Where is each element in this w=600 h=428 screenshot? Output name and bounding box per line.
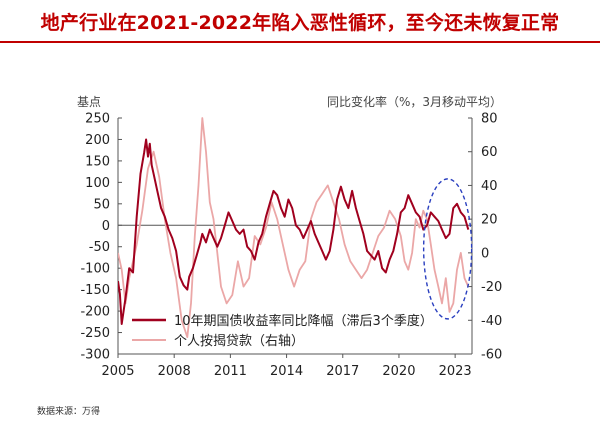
left-axis-label: 基点	[77, 95, 102, 109]
highlight-ellipse	[422, 178, 473, 320]
chart: 250200150100500-50-100-150-200-250-30080…	[80, 112, 502, 380]
left-tick-label: -300	[80, 348, 110, 363]
right-tick-label: 0	[481, 246, 489, 261]
left-tick-label: 250	[85, 112, 110, 127]
chart-series	[118, 117, 470, 338]
legend-label-1: 个人按揭贷款（右轴）	[174, 334, 304, 349]
title-rule	[0, 41, 600, 43]
right-tick-label: 80	[481, 112, 498, 127]
x-tick-label: 2014	[270, 364, 303, 379]
left-tick-label: 100	[85, 176, 110, 191]
chart-axes: 250200150100500-50-100-150-200-250-30080…	[80, 112, 502, 380]
page-title: 地产行业在2021-2022年陷入恶性循环，至今还未恢复正常	[40, 12, 560, 34]
x-tick-label: 2005	[101, 364, 134, 379]
right-tick-label: 20	[481, 213, 498, 228]
right-tick-label: -20	[481, 280, 502, 295]
right-tick-label: 60	[481, 145, 498, 160]
x-tick-label: 2023	[439, 364, 472, 379]
right-tick-label: -60	[481, 348, 502, 363]
left-tick-label: -200	[80, 305, 110, 320]
x-tick-label: 2020	[382, 364, 415, 379]
right-tick-label: -40	[481, 314, 502, 329]
left-tick-label: -100	[80, 262, 110, 277]
left-tick-label: 150	[85, 154, 110, 169]
left-tick-label: 0	[102, 219, 110, 234]
left-tick-label: 50	[93, 197, 110, 212]
x-tick-label: 2017	[326, 364, 359, 379]
right-axis-label: 同比变化率（%，3月移动平均）	[326, 95, 502, 109]
source-note: 数据来源：万得	[37, 407, 101, 417]
x-tick-label: 2011	[214, 364, 247, 379]
left-tick-label: -150	[80, 283, 110, 298]
x-tick-label: 2008	[158, 364, 191, 379]
legend-label-0: 10年期国债收益率同比降幅（滞后3个季度）	[174, 313, 433, 329]
series-line-1	[118, 117, 470, 338]
chart-legend: 10年期国债收益率同比降幅（滞后3个季度） 个人按揭贷款（右轴）	[132, 313, 433, 349]
right-tick-label: 40	[481, 179, 498, 194]
chart-annotations	[422, 178, 473, 320]
left-tick-label: 200	[85, 133, 110, 148]
series-line-0	[118, 138, 470, 325]
left-tick-label: -250	[80, 326, 110, 341]
left-tick-label: -50	[89, 240, 110, 255]
